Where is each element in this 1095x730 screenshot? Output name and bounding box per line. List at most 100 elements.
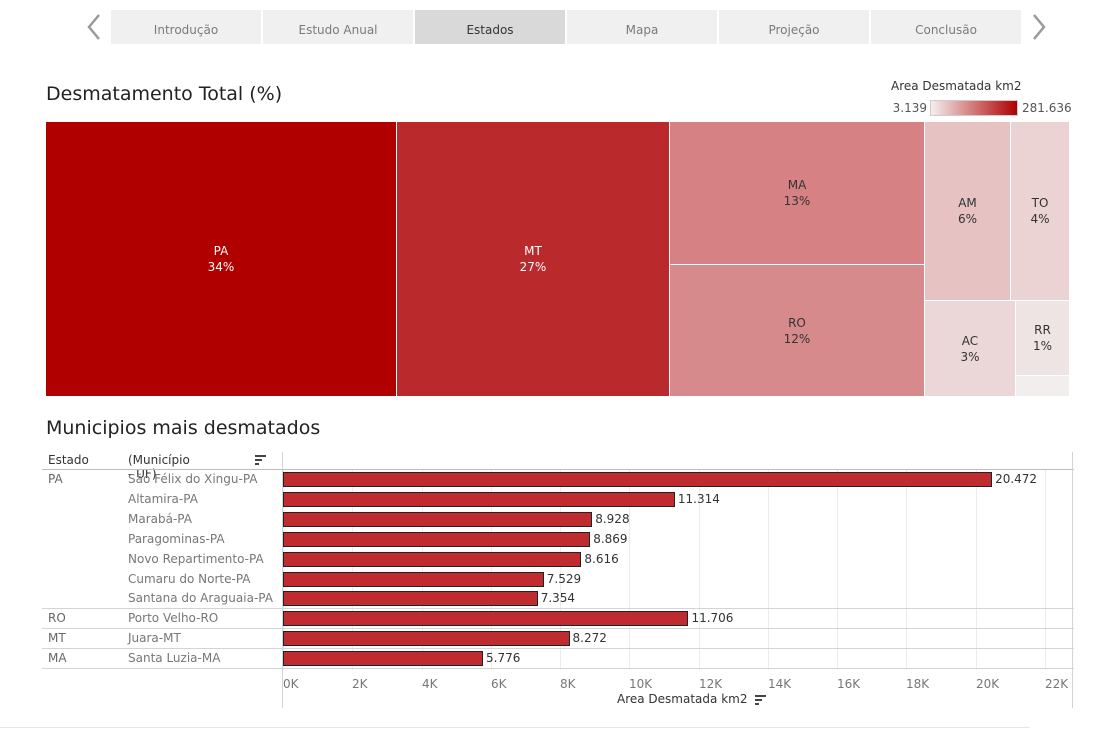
header-estado: Estado: [48, 453, 89, 467]
x-tick-label: 12K: [699, 677, 723, 691]
state-label-ro: RO: [48, 611, 66, 626]
municipio-label[interactable]: Santana do Araguaia-PA: [128, 591, 273, 606]
header-municipio: (Município - UF): [128, 453, 190, 481]
axis-divider-right: [1072, 452, 1073, 708]
treemap-cell-ma[interactable]: MA 13%: [670, 122, 925, 265]
tab-introducao[interactable]: Introdução: [111, 10, 261, 44]
tab-estados[interactable]: Estados: [415, 10, 565, 44]
bar-value-label: 8.928: [595, 511, 630, 526]
x-gridline: [560, 470, 561, 670]
treemap-cell-pa[interactable]: PA 34%: [46, 122, 397, 397]
x-gridline: [629, 470, 630, 670]
group-divider: [42, 628, 1074, 629]
treemap-cell-percent: 27%: [519, 260, 547, 274]
municipio-label[interactable]: Santa Luzia-MA: [128, 651, 221, 666]
x-gridline: [283, 470, 284, 670]
treemap-cell-percent: 1%: [1032, 339, 1053, 353]
color-legend-gradient: [930, 100, 1018, 116]
treemap-cell-percent: 3%: [960, 349, 980, 364]
municipio-label[interactable]: Juara-MT: [128, 631, 181, 646]
treemap-chart: PA 34% MT 27% MA 13% RO 12% AM 6% TO 4% AC 3% RR 1%: [46, 122, 1070, 397]
x-axis-title-text: Area Desmatada km2: [617, 692, 748, 706]
tab-projecao[interactable]: Projeção: [719, 10, 869, 44]
group-divider: [42, 648, 1074, 649]
treemap-cell-ro[interactable]: RO 12%: [670, 265, 925, 397]
x-axis-title: Area Desmatada km2: [617, 692, 767, 706]
x-tick-label: 8K: [560, 677, 576, 691]
x-tick-label: 22K: [1045, 677, 1069, 691]
x-tick-label: 4K: [422, 677, 438, 691]
municipio-label[interactable]: Altamira-PA: [128, 491, 198, 506]
tab-conclusao[interactable]: Conclusão: [871, 10, 1021, 44]
x-tick-label: 2K: [352, 677, 368, 691]
treemap-cell-label: PA: [213, 244, 229, 258]
next-story-point-button[interactable]: [1027, 10, 1051, 44]
tab-mapa[interactable]: Mapa: [567, 10, 717, 44]
axis-divider-left: [282, 452, 283, 708]
municipio-label[interactable]: Novo Repartimento-PA: [128, 551, 264, 566]
x-tick-label: 14K: [768, 677, 792, 691]
state-label-ma: MA: [48, 651, 67, 666]
previous-story-point-button[interactable]: [82, 10, 106, 44]
x-tick-label: 16K: [837, 677, 861, 691]
treemap-cell-ac[interactable]: AC 3%: [925, 301, 1016, 397]
treemap-cell-label: TO: [1031, 196, 1049, 210]
x-tick-label: 6K: [491, 677, 507, 691]
treemap-cell-rr[interactable]: RR 1%: [1016, 301, 1070, 376]
axis-sort-icon[interactable]: [755, 694, 767, 705]
bar-value-label: 8.272: [572, 631, 607, 646]
color-legend-max: 281.636: [1022, 101, 1072, 115]
tab-estudo-anual[interactable]: Estudo Anual: [263, 10, 413, 44]
municipio-label[interactable]: São Félix do Xingu-PA: [128, 472, 258, 486]
municipio-label[interactable]: Porto Velho-RO: [128, 611, 219, 626]
treemap-cell-am[interactable]: AM 6%: [925, 122, 1011, 301]
header-divider: [42, 469, 1074, 470]
treemap-cell-percent: 12%: [783, 331, 811, 346]
bar[interactable]: [283, 472, 993, 487]
bar-chart-title: Municipios mais desmatados: [46, 417, 321, 439]
state-label-mt: MT: [48, 631, 66, 646]
x-tick-label: 20K: [976, 677, 1000, 691]
bar[interactable]: [283, 611, 689, 627]
bar-value-label: 11.314: [677, 491, 720, 506]
bottom-divider: [0, 727, 1030, 728]
chevron-right-icon: [1033, 14, 1046, 40]
bar[interactable]: [283, 551, 582, 567]
municipio-label[interactable]: Paragominas-PA: [128, 531, 225, 546]
group-divider: [42, 668, 1074, 669]
bar-value-label: 11.706: [691, 611, 734, 626]
x-gridline: [768, 470, 769, 670]
sort-icon[interactable]: [255, 455, 267, 465]
treemap-cell-mt[interactable]: MT 27%: [397, 122, 670, 397]
x-tick-label: 18K: [906, 677, 930, 691]
treemap-cell-ap[interactable]: [1016, 376, 1070, 397]
treemap-cell-label: AC: [961, 333, 979, 348]
x-gridline: [422, 470, 423, 670]
bar[interactable]: [283, 531, 591, 547]
treemap-cell-label: MA: [787, 178, 807, 192]
treemap-cell-to[interactable]: TO 4%: [1011, 122, 1070, 301]
bar[interactable]: [283, 631, 570, 647]
bar-value-label: 8.869: [593, 531, 628, 546]
bar-value-label: 7.354: [540, 591, 576, 606]
treemap-cell-label: MT: [524, 244, 542, 258]
bar-value-label: 8.616: [584, 551, 619, 566]
bar[interactable]: [283, 651, 484, 667]
color-legend-min: 3.139: [892, 101, 927, 115]
municipio-label[interactable]: Marabá-PA: [128, 511, 192, 526]
x-gridline: [699, 470, 700, 670]
bar[interactable]: [283, 491, 675, 507]
treemap-cell-label: RO: [788, 315, 806, 330]
bar[interactable]: [283, 571, 544, 587]
x-tick-label: 0K: [283, 677, 299, 691]
x-gridline: [837, 470, 838, 670]
chevron-left-icon: [87, 14, 100, 40]
treemap-title: Desmatamento Total (%): [46, 83, 283, 105]
x-gridline: [906, 470, 907, 670]
municipio-label[interactable]: Cumaru do Norte-PA: [128, 571, 251, 586]
color-legend-title: Area Desmatada km2: [891, 79, 1022, 93]
bar[interactable]: [283, 511, 593, 527]
bar[interactable]: [283, 591, 538, 607]
treemap-cell-percent: 4%: [1030, 212, 1050, 226]
x-gridline: [352, 470, 353, 670]
